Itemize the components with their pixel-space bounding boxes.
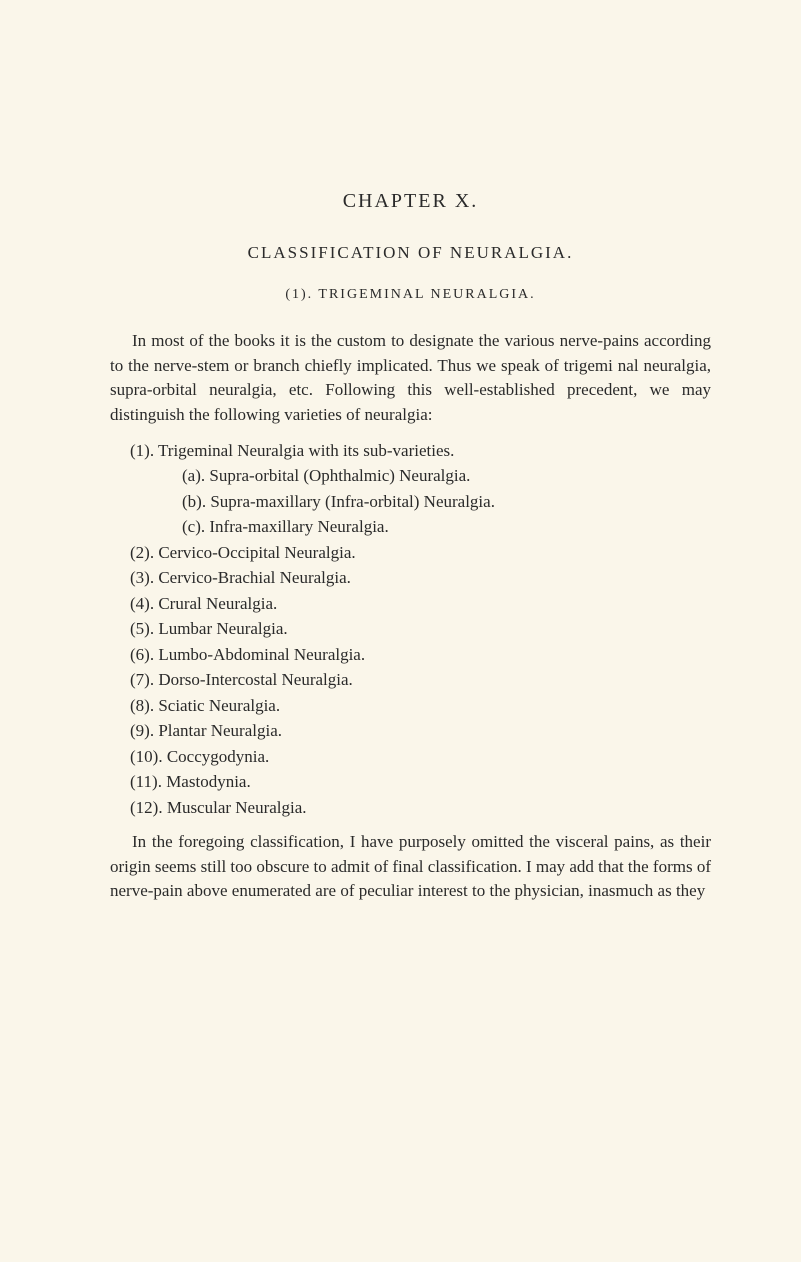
- sub-heading: (1). TRIGEMINAL NEURALGIA.: [110, 287, 711, 303]
- list-item: (1). Trigeminal Neuralgia with its sub-v…: [110, 438, 711, 464]
- list-item: (12). Muscular Neuralgia.: [110, 795, 711, 821]
- list-item: (5). Lumbar Neuralgia.: [110, 616, 711, 642]
- list-item: (a). Supra-orbital (Ophthalmic) Neuralgi…: [110, 463, 711, 489]
- list-item: (c). Infra-maxillary Neuralgia.: [110, 514, 711, 540]
- closing-paragraph: In the foregoing classification, I have …: [110, 830, 711, 904]
- list-item: (b). Supra-maxillary (Infra-orbital) Neu…: [110, 489, 711, 515]
- list-item: (11). Mastodynia.: [110, 769, 711, 795]
- list-item: (6). Lumbo-Abdominal Neuralgia.: [110, 642, 711, 668]
- classification-list: (1). Trigeminal Neuralgia with its sub-v…: [110, 438, 711, 821]
- page-container: CHAPTER X. CLASSIFICATION OF NEURALGIA. …: [0, 0, 801, 1262]
- chapter-heading: CHAPTER X.: [110, 190, 711, 213]
- list-item: (4). Crural Neuralgia.: [110, 591, 711, 617]
- list-item: (10). Coccygodynia.: [110, 744, 711, 770]
- list-item: (2). Cervico-Occipital Neuralgia.: [110, 540, 711, 566]
- intro-paragraph: In most of the books it is the custom to…: [110, 329, 711, 428]
- list-item: (7). Dorso-Intercostal Neuralgia.: [110, 667, 711, 693]
- list-item: (9). Plantar Neuralgia.: [110, 718, 711, 744]
- list-item: (3). Cervico-Brachial Neuralgia.: [110, 565, 711, 591]
- section-title: CLASSIFICATION OF NEURALGIA.: [110, 243, 711, 263]
- list-item: (8). Sciatic Neuralgia.: [110, 693, 711, 719]
